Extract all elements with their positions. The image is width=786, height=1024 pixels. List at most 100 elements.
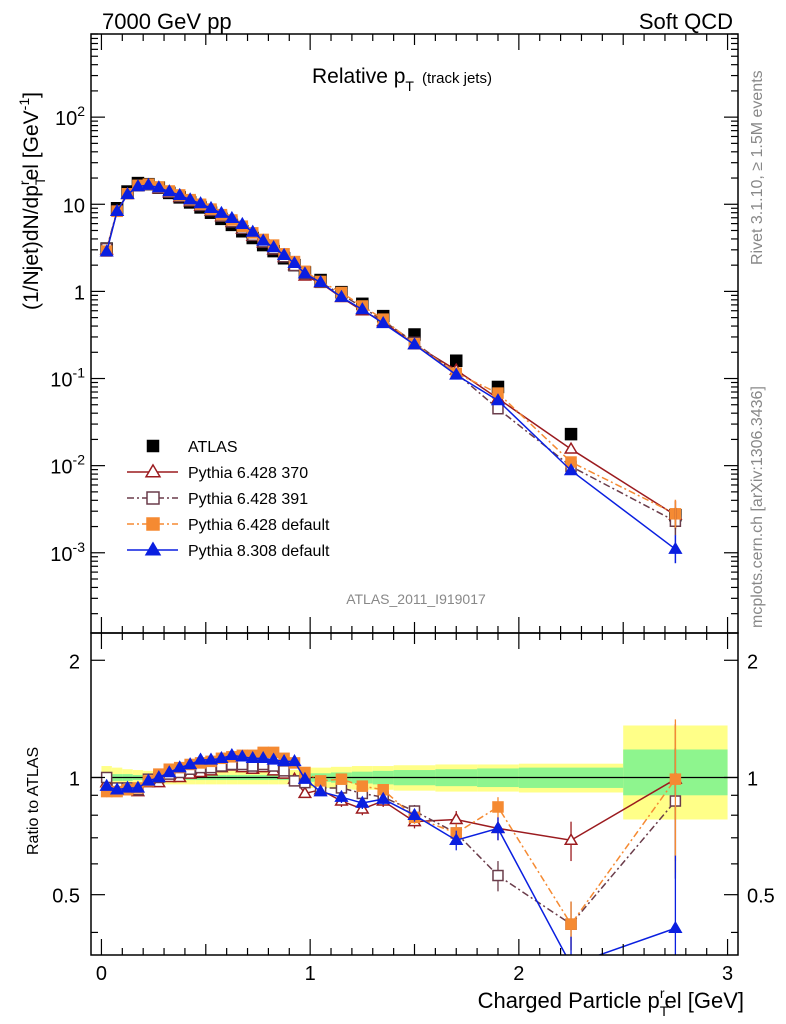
x-tick-label: 3 xyxy=(722,963,733,985)
ratio-point-pythia-8-308-default xyxy=(449,832,464,845)
x-tick-labels: 0 1 2 3 xyxy=(96,963,733,985)
ratio-point-pythia-8-308-default xyxy=(334,789,349,802)
ratio-point-pythia-8-308-default xyxy=(151,770,166,783)
main-point-pythia-8-308-default xyxy=(407,337,422,350)
ratio-y-tick-labels: 0.5 0.5 1 1 2 2 xyxy=(52,651,775,907)
main-point-pythia-6-428-391 xyxy=(492,402,504,415)
legend-marker xyxy=(146,517,160,531)
ratio-point-pythia-8-308-default xyxy=(297,771,313,784)
legend-entry: ATLAS xyxy=(146,439,238,456)
ratio-axis-ticks xyxy=(91,633,738,955)
main-point-pythia-8-308-default xyxy=(99,244,114,257)
x-axis-label: Charged Particle pTrel [GeV] xyxy=(478,985,744,1019)
plot-title: Relative pT (track jets) xyxy=(312,65,492,94)
ratio-panel: 0.5 0.5 1 1 2 2 0 1 2 3 xyxy=(52,632,775,985)
ratio-point-pythia-6-428-default xyxy=(356,780,369,792)
main-y-tick-label: 10 xyxy=(63,195,85,217)
main-point-pythia-8-308-default xyxy=(120,186,135,200)
ratio-point-pythia-6-428-391 xyxy=(278,765,290,777)
ratio-point-pythia-8-308-default xyxy=(172,760,187,773)
ratio-point-pythia-6-428-default xyxy=(669,773,682,785)
ratio-point-pythia-8-308-default xyxy=(99,778,114,791)
ratio-point-pythia-8-308-default xyxy=(120,780,135,793)
main-y-tick-label: 10-2 xyxy=(50,452,85,479)
ratio-point-pythia-8-308-default xyxy=(565,959,577,969)
legend-entry: Pythia 8.308 default xyxy=(127,541,330,560)
legend: ATLAS Pythia 6.428 370 Pythia 6.428 391 Pyt… xyxy=(127,439,330,560)
legend-marker xyxy=(144,463,162,478)
main-point-pythia-8-308-default xyxy=(297,266,313,279)
main-point-pythia-8-308-default xyxy=(266,240,281,253)
main-y-tick-label: 10-3 xyxy=(50,539,85,566)
main-y-tick-label: 10-1 xyxy=(50,365,85,392)
ratio-point-pythia-6-428-370 xyxy=(449,812,464,825)
main-point-pythia-8-308-default xyxy=(287,255,302,269)
legend-entry: Pythia 6.428 370 xyxy=(127,463,308,482)
main-y-tick-label: 102 xyxy=(55,103,85,130)
ratio-y-tick-label-left: 2 xyxy=(69,651,80,673)
ratio-series-pythia-8-308-default xyxy=(99,747,683,969)
ratio-point-pythia-6-428-391 xyxy=(288,775,301,787)
ratio-point-pythia-8-308-default xyxy=(214,750,229,764)
ratio-point-pythia-8-308-default xyxy=(235,749,250,762)
main-point-pythia-6-428-370 xyxy=(563,441,579,454)
ratio-point-pythia-6-428-370 xyxy=(297,786,313,799)
main-point-pythia-8-308-default xyxy=(490,393,506,406)
ratio-point-pythia-8-308-default xyxy=(141,773,156,786)
ratio-point-pythia-8-308-default xyxy=(224,747,239,761)
main-point-pythia-8-308-default xyxy=(214,205,229,218)
main-point-pythia-8-308-default xyxy=(203,200,219,213)
ratio-y-tick-label-right: 2 xyxy=(747,651,758,673)
main-axis-ticks xyxy=(91,33,738,633)
main-point-pythia-8-308-default xyxy=(313,274,328,288)
legend-label: Pythia 6.428 370 xyxy=(188,465,308,482)
main-y-tick-label: 1 xyxy=(74,282,85,304)
ratio-point-pythia-6-428-default xyxy=(335,773,348,785)
ratio-point-pythia-8-308-default xyxy=(162,765,177,778)
header-energy: 7000 GeV pp xyxy=(102,9,232,34)
ratio-point-pythia-8-308-default xyxy=(203,752,219,765)
ratio-point-pythia-8-308-default xyxy=(287,753,302,767)
legend-entry: Pythia 6.428 default xyxy=(127,517,330,534)
main-point-pythia-8-308-default xyxy=(334,289,349,302)
ratio-point-pythia-8-308-default xyxy=(355,795,370,808)
main-point-pythia-8-308-default xyxy=(256,233,271,246)
main-point-pythia-8-308-default xyxy=(245,224,260,237)
ratio-point-pythia-8-308-default xyxy=(490,821,506,834)
ratio-point-pythia-8-308-default xyxy=(109,782,125,795)
ratio-y-axis-label: Ratio to ATLAS xyxy=(25,747,42,855)
ratio-y-tick-label-left: 1 xyxy=(69,768,80,790)
main-point-pythia-8-308-default xyxy=(193,196,208,209)
ratio-series-pythia-6-428-default xyxy=(100,719,682,951)
main-point-pythia-8-308-default xyxy=(183,192,198,205)
main-y-axis-label: (1/Njet)dN/dpTrel [GeV-1] xyxy=(16,92,48,310)
legend-marker xyxy=(146,491,160,505)
ratio-point-pythia-8-308-default xyxy=(193,752,208,765)
ratio-point-pythia-8-308-default xyxy=(256,750,271,764)
ratio-point-pythia-8-308-default xyxy=(668,920,683,933)
main-point-pythia-8-308-default xyxy=(224,210,239,224)
x-tick-label: 2 xyxy=(513,963,524,985)
main-point-pythia-8-308-default xyxy=(449,367,464,380)
main-point-atlas xyxy=(564,427,578,441)
ratio-point-pythia-6-428-default xyxy=(565,918,577,930)
main-point-pythia-8-308-default xyxy=(151,180,166,193)
main-point-pythia-8-308-default xyxy=(376,315,391,329)
header-category: Soft QCD xyxy=(639,9,733,34)
legend-marker xyxy=(146,439,160,453)
mcplots-reference-label: mcplots.cern.ch [arXiv:1306.3436] xyxy=(749,386,766,628)
main-point-pythia-8-308-default xyxy=(172,187,187,200)
main-point-pythia-8-308-default xyxy=(235,216,250,229)
ratio-y-tick-label-right: 1 xyxy=(747,768,758,790)
ratio-point-pythia-8-308-default xyxy=(130,780,146,793)
main-y-tick-labels: 10-3 10-2 10-1 1 10 102 xyxy=(50,103,85,566)
legend-label: Pythia 8.308 default xyxy=(188,543,330,560)
ratio-point-pythia-6-428-391 xyxy=(492,869,504,882)
main-point-pythia-8-308-default xyxy=(276,247,292,260)
main-point-pythia-8-308-default xyxy=(162,184,177,197)
ratio-point-pythia-6-428-default xyxy=(492,801,504,813)
ratio-point-pythia-8-308-default xyxy=(276,753,292,767)
ratio-series-pythia-6-428-370 xyxy=(99,724,683,862)
legend-label: ATLAS xyxy=(188,439,238,456)
